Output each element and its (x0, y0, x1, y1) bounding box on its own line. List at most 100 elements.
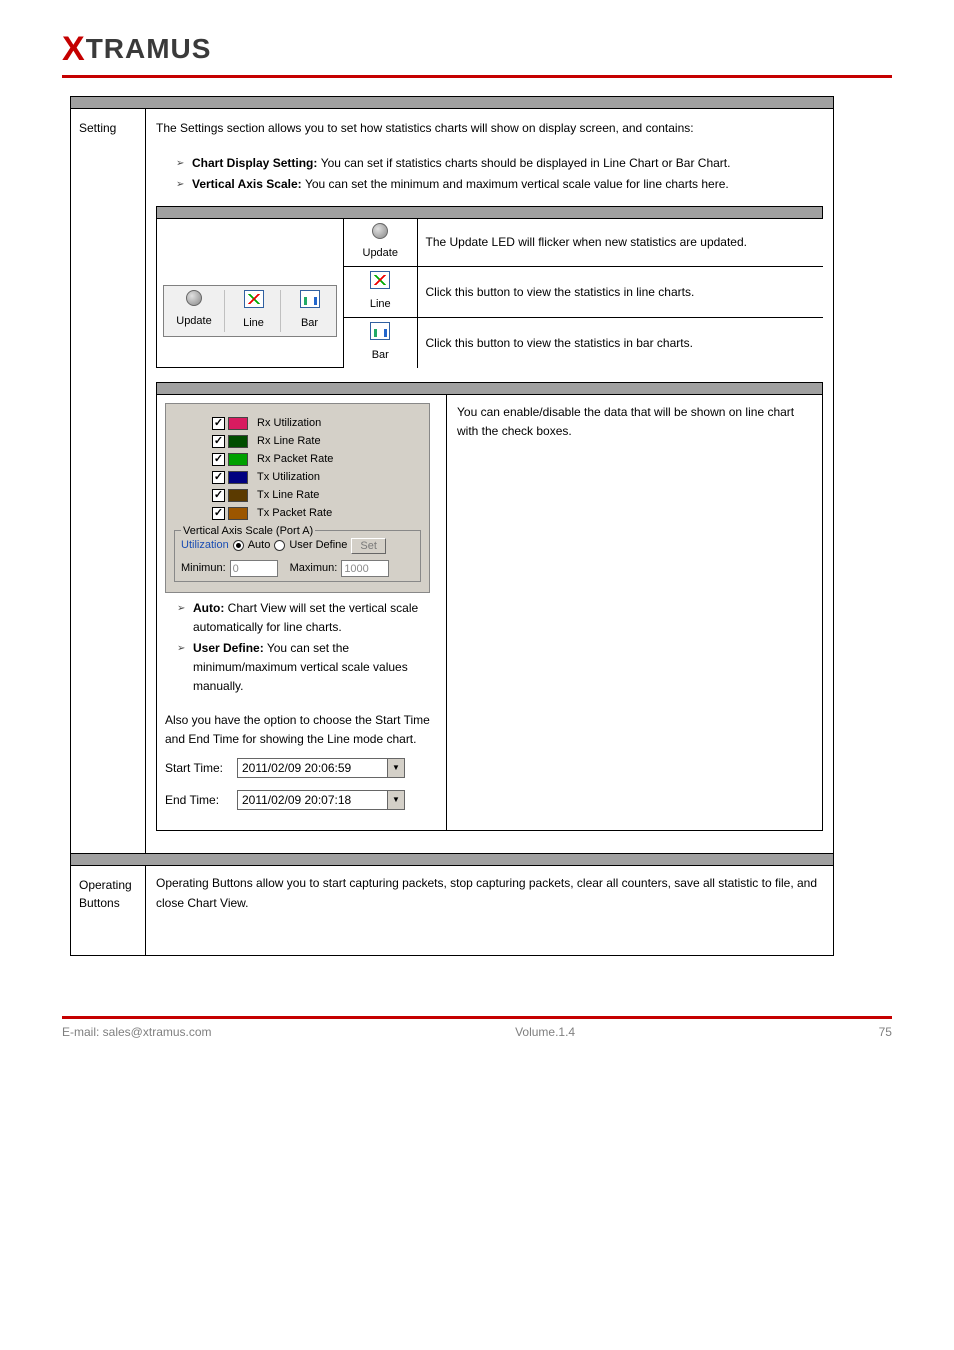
axis-bullets: Auto: Chart View will set the vertical s… (177, 599, 438, 695)
legend-screenshot-cell: ✓Rx Utilization✓Rx Line Rate✓Rx Packet R… (157, 395, 447, 831)
legend-label: Tx Line Rate (257, 487, 319, 504)
brand-header: XTRAMUS (0, 0, 954, 75)
bar-label-2: Bar (370, 347, 390, 364)
toolbar-line-label: Line (231, 315, 276, 332)
legend-item-2: ✓ Rx Packet Rate (212, 450, 421, 468)
footer-left: E-mail: sales@xtramus.com (62, 1025, 212, 1039)
start-time-row: Start Time: ▼ (165, 758, 438, 778)
operating-label: Operating Buttons (79, 878, 132, 910)
legend-checkbox[interactable]: ✓ (212, 489, 225, 502)
inner-nested: Update The Update LED will flicker when … (344, 219, 823, 368)
legend-checkbox[interactable]: ✓ (212, 453, 225, 466)
fieldset-title: Vertical Axis Scale (Port A) (181, 523, 315, 540)
gray-bar-1 (71, 97, 834, 109)
legend-swatch (228, 453, 248, 466)
line-chart-icon-2 (370, 271, 390, 289)
update-led-icon-2 (372, 223, 388, 239)
legend-label: Tx Utilization (257, 469, 320, 486)
legend-swatch (228, 417, 248, 430)
legend-label: Rx Utilization (257, 415, 321, 432)
setting-label: Setting (79, 121, 116, 135)
toolbar-screenshot-cell: Update Line Bar (157, 218, 344, 367)
setting-bullet-2: Vertical Axis Scale: You can set the min… (176, 175, 823, 194)
setting-intro: The Settings section allows you to set h… (156, 119, 823, 138)
bar-chart-icon (300, 290, 320, 308)
end-time-input[interactable] (237, 790, 387, 810)
toolbar-bar-label: Bar (287, 315, 332, 332)
bar-desc-cell: Click this button to view the statistics… (417, 318, 823, 368)
footer-center: Volume.1.4 (515, 1025, 575, 1039)
auto-bullet-text: Chart View will set the vertical scale a… (193, 601, 418, 634)
legend-checkbox[interactable]: ✓ (212, 417, 225, 430)
auto-bullet: Auto: Chart View will set the vertical s… (177, 599, 438, 636)
toolbar-bar-btn[interactable]: Bar (280, 290, 332, 332)
operating-desc-cell: Operating Buttons allow you to start cap… (146, 866, 834, 956)
legend-label: Rx Packet Rate (257, 451, 333, 468)
userdef-radio[interactable] (274, 540, 285, 551)
time-intro: Also you have the option to choose the S… (165, 711, 438, 748)
line-label-2: Line (370, 296, 391, 313)
start-time-input[interactable] (237, 758, 387, 778)
end-time-combo[interactable]: ▼ (237, 790, 405, 810)
legend-list: ✓Rx Utilization✓Rx Line Rate✓Rx Packet R… (212, 414, 421, 522)
bar-icon-cell: Bar (344, 318, 417, 368)
min-label: Minimun: (181, 560, 226, 577)
toolbar-update-label: Update (168, 313, 220, 330)
min-input[interactable] (230, 560, 278, 577)
b2-bold: Vertical Axis Scale: (192, 177, 305, 191)
line-desc: Click this button to view the statistics… (426, 285, 695, 299)
bar-chart-icon-2 (370, 322, 390, 340)
toolbar-update-btn[interactable]: Update (168, 290, 220, 332)
operating-label-cell: Operating Buttons (71, 866, 146, 956)
operating-desc: Operating Buttons allow you to start cap… (156, 876, 817, 909)
max-input[interactable] (341, 560, 389, 577)
line-desc-cell: Click this button to view the statistics… (417, 267, 823, 318)
toolbar-screenshot: Update Line Bar (163, 285, 337, 337)
auto-radio[interactable] (233, 540, 244, 551)
start-time-label: Start Time: (165, 759, 233, 778)
legend-box: ✓Rx Utilization✓Rx Line Rate✓Rx Packet R… (165, 403, 430, 593)
vertical-axis-fieldset: Vertical Axis Scale (Port A) Utilization… (174, 530, 421, 582)
legend-checkbox[interactable]: ✓ (212, 507, 225, 520)
end-time-label: End Time: (165, 791, 233, 810)
setting-bullet-1: Chart Display Setting: You can set if st… (176, 154, 823, 173)
legend-item-0: ✓ Rx Utilization (212, 414, 421, 432)
update-desc-cell: The Update LED will flicker when new sta… (417, 219, 823, 267)
gray-bar-2 (71, 854, 834, 866)
line-icon-block: Line (370, 271, 391, 313)
b2-text: You can set the minimum and maximum vert… (305, 177, 729, 191)
legend-explain: You can enable/disable the data that wil… (457, 405, 794, 438)
b1-bold: Chart Display Setting: (192, 156, 321, 170)
toolbar-line-btn[interactable]: Line (224, 290, 276, 332)
line-chart-icon (244, 290, 264, 308)
line-icon-cell: Line (344, 267, 417, 318)
setting-label-cell: Setting (71, 109, 146, 854)
legend-swatch (228, 471, 248, 484)
end-time-row: End Time: ▼ (165, 790, 438, 810)
legend-item-4: ✓ Tx Line Rate (212, 486, 421, 504)
legend-checkbox[interactable]: ✓ (212, 471, 225, 484)
legend-item-5: ✓ Tx Packet Rate (212, 504, 421, 522)
legend-explain-cell: You can enable/disable the data that wil… (447, 395, 823, 831)
content-table: Setting The Settings section allows you … (70, 96, 834, 956)
minmax-row: Minimun: Maximun: (181, 560, 414, 577)
bottom-rule (62, 1016, 892, 1019)
brand-rest: TRAMUS (86, 33, 212, 64)
update-desc: The Update LED will flicker when new sta… (426, 235, 748, 249)
setting-desc-cell: The Settings section allows you to set h… (146, 109, 834, 854)
set-button[interactable]: Set (351, 538, 386, 554)
setting-bullet-list: Chart Display Setting: You can set if st… (176, 154, 823, 194)
legend-swatch (228, 507, 248, 520)
legend-table-gray (157, 383, 823, 395)
update-icon-cell: Update (344, 219, 417, 267)
legend-item-1: ✓Rx Line Rate (212, 432, 421, 450)
legend-label: Tx Packet Rate (257, 505, 332, 522)
brand-x: X (62, 30, 86, 68)
page-footer: E-mail: sales@xtramus.com Volume.1.4 75 (62, 1025, 892, 1039)
update-led-icon (186, 290, 202, 306)
legend-checkbox[interactable]: ✓ (212, 435, 225, 448)
bar-icon-block: Bar (370, 322, 390, 364)
start-time-dropdown-icon[interactable]: ▼ (387, 758, 405, 778)
start-time-combo[interactable]: ▼ (237, 758, 405, 778)
end-time-dropdown-icon[interactable]: ▼ (387, 790, 405, 810)
